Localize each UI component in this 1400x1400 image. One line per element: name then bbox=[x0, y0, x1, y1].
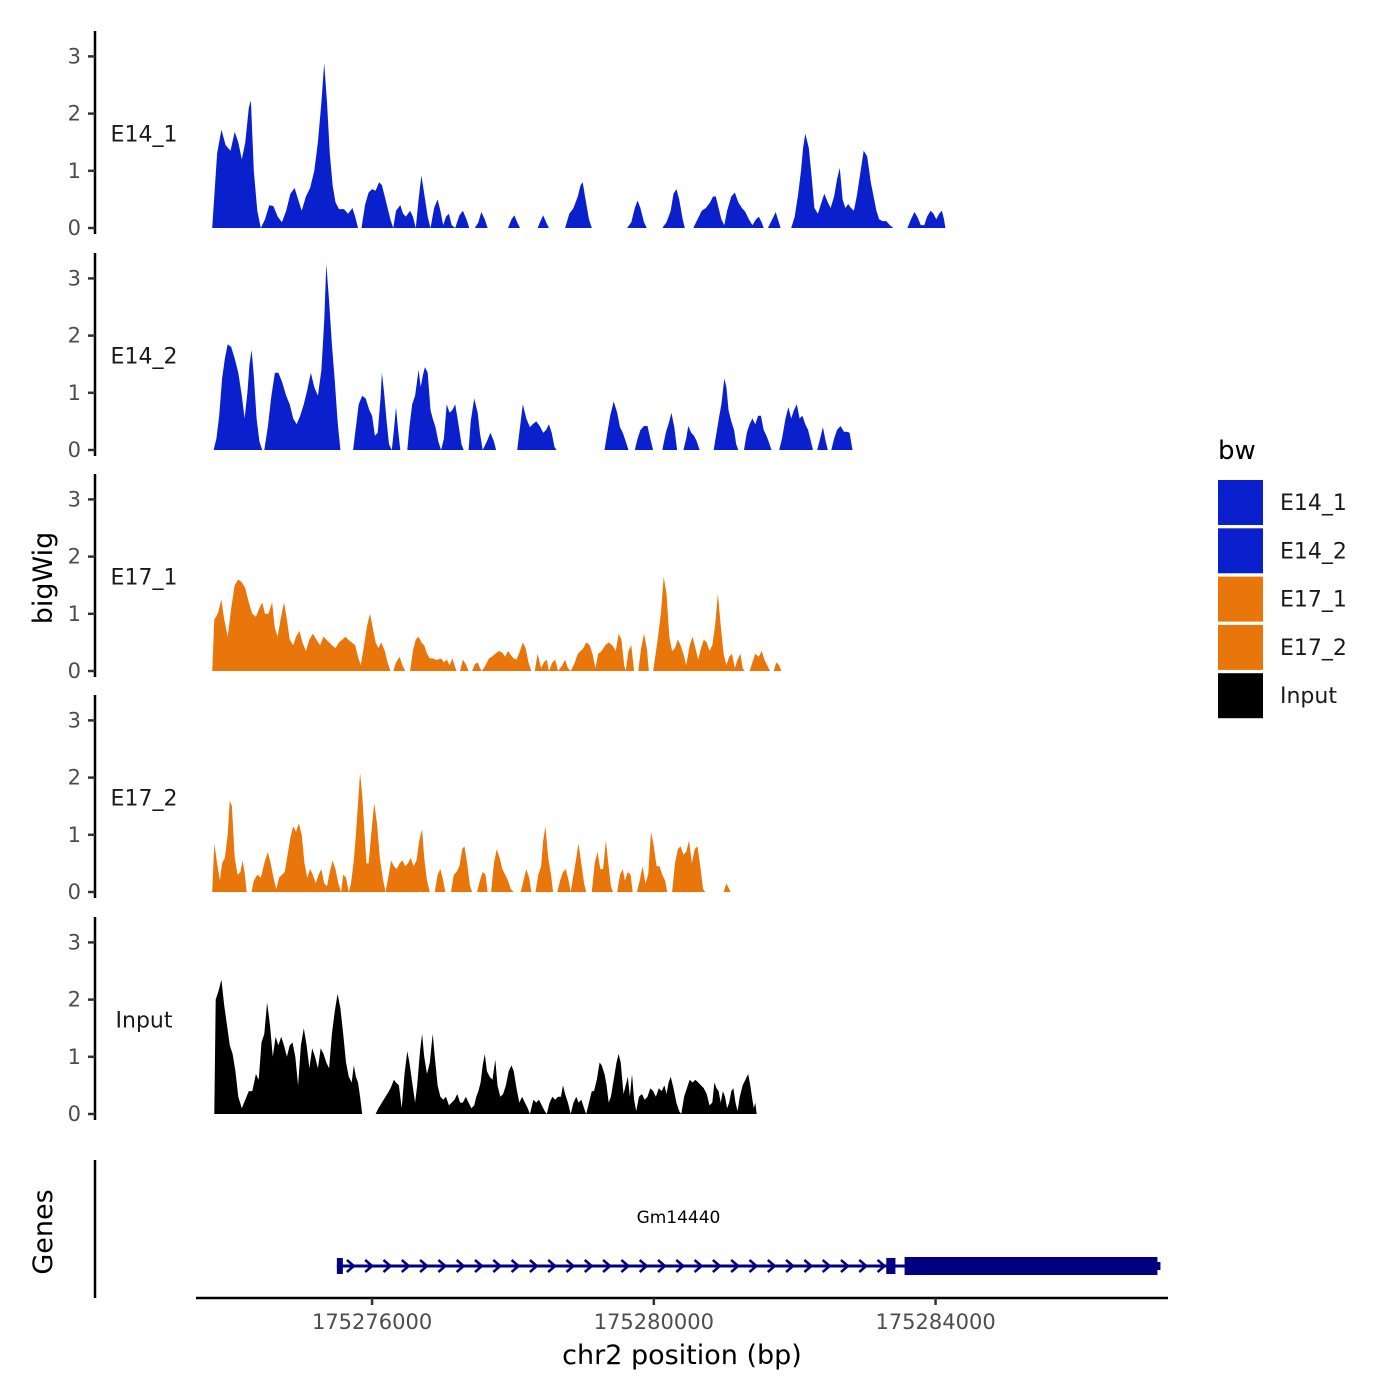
y-tick-label: 0 bbox=[68, 880, 81, 904]
strand-arrow-icon bbox=[748, 1259, 759, 1273]
x-tick-label: 175284000 bbox=[875, 1310, 995, 1334]
strand-arrow-icon bbox=[474, 1259, 484, 1273]
strand-arrow-icon bbox=[419, 1259, 429, 1273]
legend-label: E17_2 bbox=[1280, 636, 1347, 661]
genes-axis-title: Genes bbox=[28, 1189, 59, 1274]
y-tick-label: 0 bbox=[68, 216, 81, 240]
strand-arrow-icon bbox=[583, 1259, 594, 1273]
y-tick-label: 2 bbox=[68, 324, 81, 348]
coverage-area bbox=[212, 63, 946, 228]
strand-arrow-icon bbox=[821, 1259, 832, 1273]
legend-key bbox=[1218, 673, 1263, 719]
coverage-area bbox=[212, 773, 731, 892]
track-e14-1: 0 1 2 3 E14_1 bbox=[68, 31, 946, 240]
strand-arrow-icon bbox=[620, 1259, 631, 1273]
strand-arrow-icon bbox=[675, 1259, 686, 1273]
track-panels: 0 1 2 3 E14_1 0 1 2 3 E14_2 0 1 2 3 E17_1 0 1 2 3 E17_2 0 1 2 3… bbox=[68, 31, 946, 1126]
strand-arrow-icon bbox=[657, 1259, 667, 1273]
y-tick-label: 1 bbox=[68, 159, 81, 183]
x-axis-title: chr2 position (bp) bbox=[562, 1340, 802, 1371]
strand-arrow-icon bbox=[437, 1259, 448, 1273]
strand-arrow-icon bbox=[346, 1259, 356, 1273]
gene-exon bbox=[886, 1258, 896, 1274]
track-label: E17_2 bbox=[111, 787, 178, 812]
x-axis: 175276000 175280000 175284000 bbox=[196, 1296, 1168, 1334]
genes-panel: Gm14440 bbox=[93, 1160, 1161, 1298]
strand-arrow-icon bbox=[455, 1259, 466, 1273]
strand-arrow-icon bbox=[492, 1259, 503, 1273]
legend-title: bw bbox=[1218, 436, 1256, 466]
strand-arrow-icon bbox=[712, 1259, 722, 1273]
strand-arrow-icon bbox=[382, 1259, 393, 1273]
strand-arrow-icon bbox=[785, 1259, 795, 1273]
strand-arrow-icon bbox=[803, 1259, 814, 1273]
coverage-area bbox=[214, 979, 757, 1114]
y-tick-label: 1 bbox=[68, 1045, 81, 1069]
y-tick-label: 1 bbox=[68, 602, 81, 626]
strand-arrow-icon bbox=[510, 1259, 521, 1273]
track-e17-2: 0 1 2 3 E17_2 bbox=[68, 695, 731, 904]
y-tick-label: 3 bbox=[68, 44, 81, 68]
y-tick-label: 0 bbox=[68, 1102, 81, 1126]
legend-key bbox=[1218, 480, 1263, 525]
legend-label: Input bbox=[1280, 684, 1337, 709]
y-tick-label: 3 bbox=[68, 930, 81, 954]
track-label: E17_1 bbox=[111, 566, 178, 591]
gene-end-cap bbox=[1154, 1262, 1161, 1270]
track-input: 0 1 2 3 Input bbox=[68, 917, 757, 1126]
strand-arrow-icon bbox=[364, 1259, 375, 1273]
track-e14-2: 0 1 2 3 E14_2 bbox=[68, 253, 854, 462]
strand-arrow-icon bbox=[766, 1259, 777, 1273]
legend: bw E14_1 E14_2 E17_1 E17_2 Input bbox=[1218, 436, 1347, 719]
y-tick-label: 3 bbox=[68, 487, 81, 511]
legend-label: E14_1 bbox=[1280, 491, 1347, 516]
y-tick-label: 2 bbox=[68, 988, 81, 1012]
y-tick-label: 2 bbox=[68, 102, 81, 126]
strand-arrow-icon bbox=[858, 1259, 869, 1273]
x-tick-label: 175280000 bbox=[594, 1310, 714, 1334]
legend-key bbox=[1218, 576, 1263, 622]
y-tick-label: 3 bbox=[68, 266, 81, 290]
y-tick-label: 3 bbox=[68, 708, 81, 732]
y-tick-label: 1 bbox=[68, 823, 81, 847]
coverage-area bbox=[213, 264, 854, 450]
track-label: E14_2 bbox=[111, 345, 178, 370]
track-label: Input bbox=[116, 1009, 173, 1034]
y-tick-label: 0 bbox=[68, 659, 81, 683]
strand-arrow-icon bbox=[840, 1259, 850, 1273]
coverage-area bbox=[212, 576, 782, 671]
strand-arrow-icon bbox=[400, 1259, 411, 1273]
track-label: E14_1 bbox=[111, 123, 178, 148]
strand-arrow-icon bbox=[876, 1259, 887, 1273]
legend-label: E17_1 bbox=[1280, 588, 1347, 613]
x-tick-label: 175276000 bbox=[312, 1310, 432, 1334]
y-tick-label: 2 bbox=[68, 766, 81, 790]
strand-arrow-icon bbox=[529, 1259, 539, 1273]
strand-arrow-icon bbox=[565, 1259, 576, 1273]
y-axis-title: bigWig bbox=[28, 532, 59, 625]
y-tick-label: 2 bbox=[68, 545, 81, 569]
strand-arrow-icon bbox=[693, 1259, 704, 1273]
strand-arrow-icon bbox=[602, 1259, 612, 1273]
legend-label: E14_2 bbox=[1280, 539, 1347, 564]
y-tick-label: 1 bbox=[68, 381, 81, 405]
y-tick-label: 0 bbox=[68, 438, 81, 462]
gene-label: Gm14440 bbox=[637, 1208, 721, 1228]
legend-key bbox=[1218, 624, 1263, 670]
legend-key bbox=[1218, 528, 1263, 574]
strand-arrow-icon bbox=[547, 1259, 558, 1273]
gene-exon bbox=[336, 1258, 343, 1274]
track-e17-1: 0 1 2 3 E17_1 bbox=[68, 474, 782, 683]
gene-exon bbox=[904, 1257, 1158, 1275]
strand-arrow-icon bbox=[730, 1259, 741, 1273]
strand-arrow-icon bbox=[638, 1259, 649, 1273]
